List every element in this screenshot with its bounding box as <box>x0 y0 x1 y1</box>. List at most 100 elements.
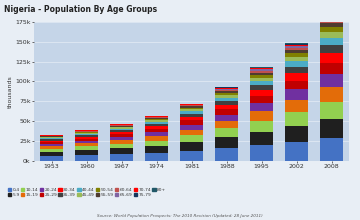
Bar <box>215 128 238 137</box>
Bar <box>215 137 238 148</box>
Bar <box>285 50 308 53</box>
Bar <box>40 144 63 146</box>
Bar <box>110 137 133 140</box>
Bar <box>320 53 343 63</box>
Bar <box>285 126 308 142</box>
Bar <box>180 117 203 120</box>
Bar <box>285 43 308 44</box>
Bar <box>215 148 238 161</box>
Bar <box>180 151 203 161</box>
Bar <box>110 129 133 130</box>
Bar <box>75 130 98 131</box>
Text: Source: World Population Prospects: The 2010 Revision (Updated: 28 June 2011): Source: World Population Prospects: The … <box>97 214 263 218</box>
Bar <box>215 90 238 91</box>
Bar <box>145 117 168 118</box>
Bar <box>75 133 98 134</box>
Bar <box>40 142 63 144</box>
Bar <box>250 96 273 103</box>
Bar <box>110 124 133 125</box>
Bar <box>40 152 63 156</box>
Bar <box>75 147 98 150</box>
Bar <box>250 111 273 121</box>
Bar <box>320 20 343 23</box>
Bar <box>75 155 98 161</box>
Bar <box>250 90 273 96</box>
Bar <box>145 118 168 119</box>
Bar <box>145 120 168 122</box>
Bar <box>215 101 238 104</box>
Bar <box>75 135 98 137</box>
Bar <box>75 143 98 147</box>
Bar <box>180 136 203 142</box>
Bar <box>320 14 343 15</box>
Bar <box>180 109 203 112</box>
Y-axis label: thousands: thousands <box>8 75 13 108</box>
Bar <box>285 90 308 100</box>
Bar <box>250 69 273 71</box>
Bar <box>215 121 238 128</box>
Bar <box>180 120 203 125</box>
Bar <box>145 122 168 124</box>
Bar <box>320 86 343 102</box>
Bar <box>180 142 203 151</box>
Bar <box>40 156 63 161</box>
Bar <box>285 46 308 48</box>
Bar <box>285 61 308 67</box>
Bar <box>40 139 63 141</box>
Bar <box>320 23 343 27</box>
Bar <box>110 128 133 129</box>
Bar <box>285 142 308 161</box>
Bar <box>145 146 168 153</box>
Bar <box>320 27 343 32</box>
Bar <box>285 48 308 50</box>
Bar <box>285 44 308 46</box>
Bar <box>285 100 308 112</box>
Bar <box>40 136 63 137</box>
Bar <box>145 141 168 146</box>
Bar <box>320 18 343 20</box>
Bar <box>180 104 203 105</box>
Bar <box>250 121 273 132</box>
Bar <box>75 141 98 143</box>
Legend: 0-4, 5-9, 10-14, 15-19, 20-24, 25-29, 30-34, 35-39, 40-44, 45-49, 50-54, 55-59, : 0-4, 5-9, 10-14, 15-19, 20-24, 25-29, 30… <box>6 186 168 199</box>
Bar <box>250 75 273 78</box>
Bar <box>40 141 63 142</box>
Bar <box>320 15 343 16</box>
Bar <box>110 130 133 132</box>
Bar <box>145 136 168 141</box>
Bar <box>215 88 238 89</box>
Bar <box>285 67 308 73</box>
Bar <box>75 131 98 132</box>
Bar <box>145 153 168 161</box>
Bar <box>75 139 98 141</box>
Bar <box>40 137 63 138</box>
Bar <box>110 134 133 137</box>
Bar <box>250 85 273 90</box>
Bar <box>180 125 203 130</box>
Bar <box>250 71 273 73</box>
Bar <box>285 57 308 61</box>
Bar <box>250 73 273 75</box>
Bar <box>145 119 168 120</box>
Bar <box>110 140 133 144</box>
Bar <box>320 138 343 161</box>
Bar <box>320 119 343 138</box>
Bar <box>285 73 308 81</box>
Bar <box>75 132 98 133</box>
Bar <box>320 38 343 45</box>
Bar <box>145 129 168 132</box>
Bar <box>320 74 343 86</box>
Bar <box>320 45 343 53</box>
Bar <box>110 148 133 154</box>
Bar <box>180 105 203 106</box>
Bar <box>215 98 238 101</box>
Bar <box>40 138 63 139</box>
Bar <box>75 134 98 135</box>
Bar <box>110 132 133 134</box>
Bar <box>320 16 343 18</box>
Bar <box>40 148 63 152</box>
Bar <box>110 144 133 148</box>
Bar <box>110 125 133 126</box>
Bar <box>75 137 98 139</box>
Bar <box>110 126 133 128</box>
